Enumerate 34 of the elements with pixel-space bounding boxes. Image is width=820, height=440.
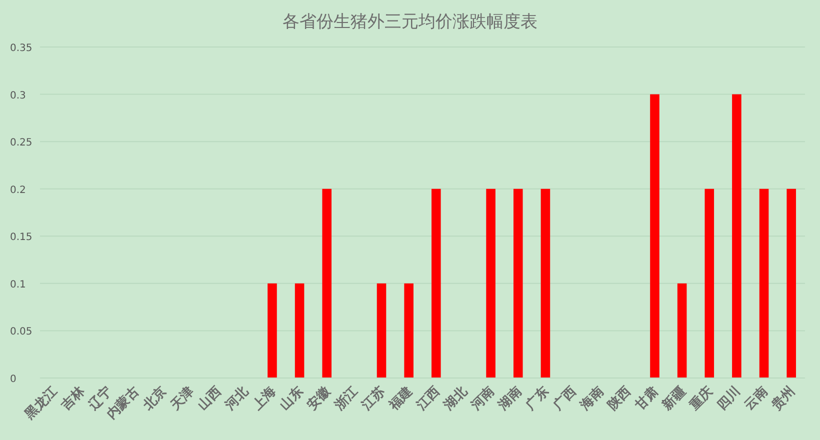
- y-tick-label: 0.15: [10, 232, 32, 244]
- bar: [486, 188, 496, 378]
- bar: [786, 188, 796, 378]
- x-tick-label: 北京: [139, 384, 170, 414]
- x-tick-label: 吉林: [58, 384, 89, 414]
- bar: [704, 188, 714, 378]
- y-tick-label: 0.3: [10, 90, 26, 102]
- x-tick-label: 天津: [167, 384, 198, 414]
- y-tick-label: 0.25: [10, 138, 32, 149]
- bar: [404, 283, 414, 378]
- y-tick-label: 0.05: [10, 326, 32, 338]
- x-tick-label: 黑龙江: [22, 384, 60, 424]
- bar: [294, 283, 304, 378]
- x-tick-label: 山西: [195, 384, 224, 414]
- x-tick-label: 四川: [714, 384, 744, 414]
- x-tick-label: 江西: [413, 384, 443, 414]
- bar: [650, 94, 660, 378]
- y-tick-label: 0.2: [10, 184, 26, 196]
- bar: [677, 283, 687, 378]
- x-tick-label: 陕西: [605, 384, 634, 414]
- chart-title: 各省份生猪外三元均价涨跌幅度表: [282, 12, 538, 32]
- bar: [759, 188, 769, 378]
- bar: [540, 188, 550, 378]
- bar: [732, 94, 742, 378]
- x-tick-label: 山东: [276, 384, 306, 414]
- y-tick-label: 0.1: [10, 279, 26, 290]
- bar: [432, 188, 441, 378]
- bar: [322, 188, 332, 378]
- y-tick-label: 0.35: [10, 43, 32, 54]
- bar: [268, 283, 277, 378]
- y-tick-label: 0: [10, 374, 16, 385]
- bar: [376, 283, 386, 378]
- x-tick-label: 海南: [577, 384, 607, 414]
- bar: [513, 188, 523, 378]
